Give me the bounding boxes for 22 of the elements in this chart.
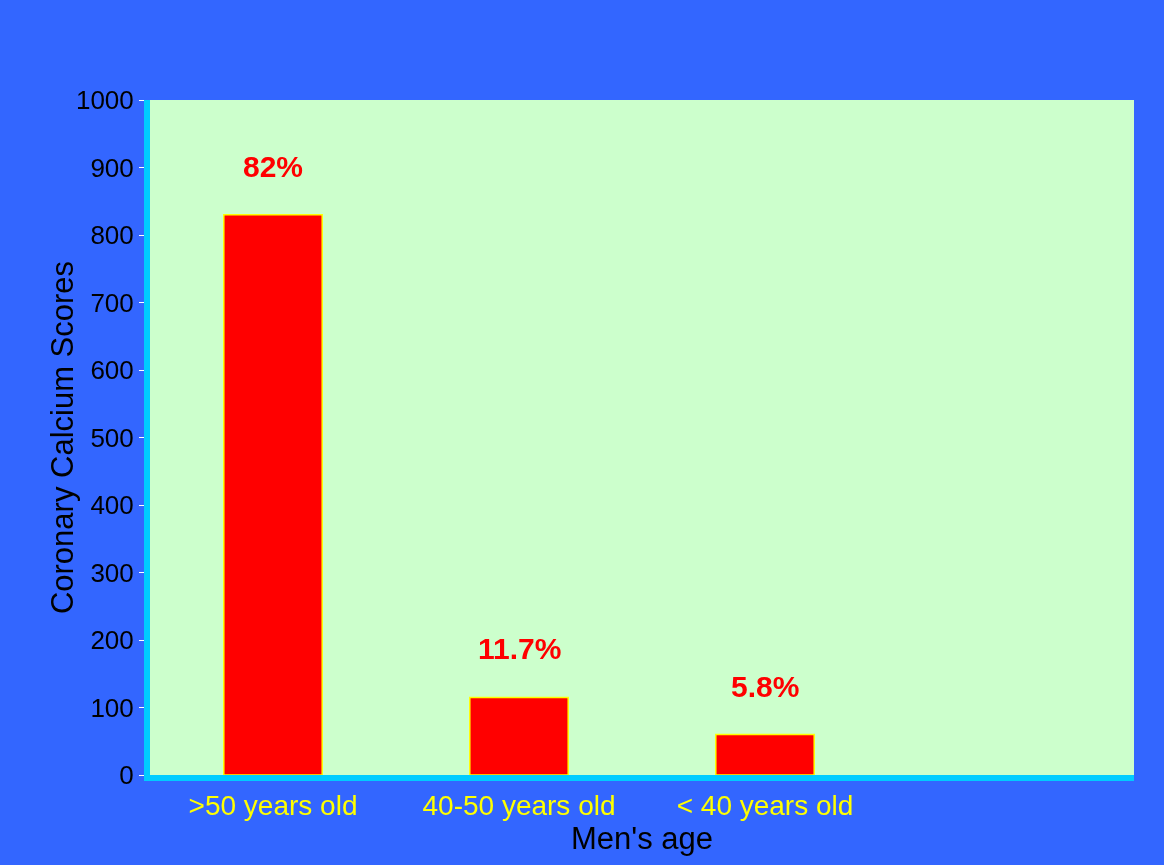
x-tick-label: < 40 years old [676,789,854,821]
y-tick-label: 800 [90,220,134,251]
y-tick-label: 600 [90,355,134,386]
annotation: 82% [243,150,304,183]
x-tick-label: >50 years old [188,789,358,821]
bar [469,696,569,775]
y-tick-label: 300 [90,557,134,588]
y-tick-label: 900 [90,152,134,183]
y-tick-label: 400 [90,490,134,521]
y-tick-label: 700 [90,287,134,318]
y-tick-label: 100 [90,692,134,723]
annotation: 11.7% [478,632,562,665]
y-axis-title: Coronary Calcium Scores [45,260,80,615]
y-tick-label: 500 [90,422,134,453]
annotation: 5.8% [731,670,800,703]
x-tick-label: 40-50 years old [422,789,616,821]
bar [223,214,323,775]
y-tick-label: 1000 [75,85,134,116]
x-axis-title: Men's age [570,820,714,856]
bar [715,733,815,775]
y-tick-label: 0 [119,760,134,791]
y-tick-label: 200 [90,625,134,656]
